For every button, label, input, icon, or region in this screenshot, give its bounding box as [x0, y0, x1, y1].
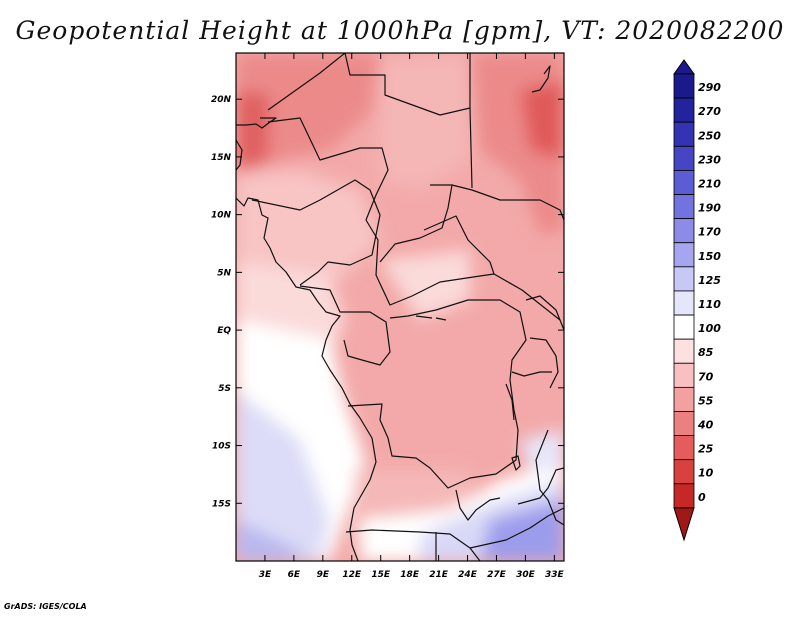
colorbar-bin — [673, 314, 695, 340]
lon-label: 30E — [516, 570, 536, 580]
colorbar-label: 150 — [698, 250, 721, 263]
grads-credit: GrADS: IGES/COLA — [4, 602, 87, 611]
lon-label: 18E — [400, 570, 420, 580]
field-central-patch — [380, 250, 470, 320]
colorbar-bin — [673, 459, 695, 485]
colorbar-label: 0 — [698, 491, 706, 504]
colorbar-label: 210 — [698, 177, 721, 190]
colorbar-bin — [673, 483, 695, 509]
coastline-west — [236, 117, 377, 561]
longitude-axis: 3E 6E 9E 12E 15E 18E 21E 24E 27E 30E 33E — [259, 53, 565, 580]
lon-label: 33E — [545, 570, 565, 580]
field-north-west-low — [236, 53, 380, 175]
colorbar-label: 170 — [698, 226, 721, 239]
field-sahara-patch — [380, 55, 470, 190]
colorbar-label: 10 — [698, 467, 714, 480]
colorbar-bin — [673, 338, 695, 364]
lon-label: 9E — [317, 570, 330, 580]
lon-label: 6E — [288, 570, 301, 580]
lat-label: 20N — [211, 95, 232, 105]
lon-label: 12E — [342, 570, 362, 580]
lon-label: 15E — [371, 570, 391, 580]
colorbar-label: 125 — [698, 274, 721, 287]
colorbar-bin — [673, 194, 695, 220]
lon-label: 24E — [458, 570, 478, 580]
height-field — [236, 53, 564, 561]
field-mozambique — [520, 430, 564, 470]
colorbar-label: 270 — [698, 105, 721, 118]
lat-label: 15S — [212, 499, 231, 509]
field-north-east-core — [520, 80, 564, 160]
colorbar-top-arrow — [673, 59, 695, 75]
lat-label: 5S — [218, 384, 231, 394]
field-south-west-corner — [236, 520, 300, 561]
border-sahara-1 — [267, 53, 473, 189]
colorbar-label: 230 — [698, 153, 721, 166]
colorbar-bin — [673, 290, 695, 316]
lat-label: 15N — [211, 153, 232, 163]
colorbar-label: 85 — [698, 346, 714, 359]
latitude-axis: 20N 15N 10N 5N EQ 5S 10S 15S — [211, 95, 564, 509]
colorbar-label: 25 — [698, 443, 714, 456]
field-south-atlantic-blue — [236, 390, 330, 561]
colorbar-bin — [673, 73, 695, 99]
lat-label: 5N — [217, 268, 231, 278]
colorbar-bin — [673, 411, 695, 436]
lat-label: 10S — [212, 442, 231, 452]
colorbar-bin — [673, 97, 695, 123]
colorbar-bin — [673, 170, 695, 195]
border-central-3 — [299, 215, 495, 366]
country-borders — [236, 53, 564, 561]
lon-label: 3E — [259, 570, 272, 580]
map-frame — [235, 52, 565, 562]
colorbar-bottom-arrow — [673, 507, 695, 542]
border-central-2 — [379, 184, 564, 263]
colorbar-bin — [673, 362, 695, 388]
border-lakes — [415, 65, 551, 471]
colorbar-bin — [673, 266, 695, 292]
lon-label: 21E — [429, 570, 449, 580]
lat-label: EQ — [217, 326, 231, 336]
colorbar-label: 70 — [698, 370, 714, 383]
colorbar-label: 40 — [697, 419, 714, 432]
colorbar-label: 190 — [698, 202, 721, 215]
lon-label: 27E — [487, 570, 507, 580]
colorbar-bin — [673, 121, 695, 147]
field-south-east-blue — [480, 500, 564, 561]
colorbar-label: 100 — [698, 322, 721, 335]
colorbar-bin — [673, 435, 695, 461]
lat-label: 10N — [211, 211, 232, 221]
chart-title: Geopotential Height at 1000hPa [gpm], VT… — [15, 16, 785, 45]
field-north-west-core — [236, 90, 270, 170]
colorbar-bin — [673, 242, 695, 268]
colorbar-bin — [673, 218, 695, 244]
border-sahara-2 — [267, 117, 561, 321]
colorbar: 2902702502302101901701501251101008570554… — [673, 59, 721, 542]
colorbar-bin — [673, 386, 695, 412]
border-south — [345, 467, 564, 561]
colorbar-label: 250 — [698, 129, 721, 142]
colorbar-bin — [673, 145, 695, 171]
border-drc — [347, 299, 527, 489]
border-east — [511, 295, 564, 526]
colorbar-label: 55 — [698, 394, 714, 407]
colorbar-label: 110 — [698, 298, 721, 311]
colorbar-label: 290 — [698, 81, 721, 94]
border-central-1 — [251, 179, 381, 286]
